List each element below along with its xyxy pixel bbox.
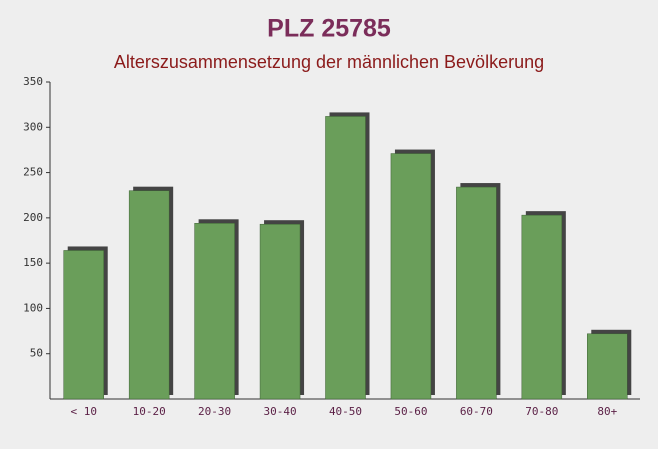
x-tick-label: 10-20: [133, 405, 166, 418]
bar: [587, 333, 628, 400]
x-tick-label: 40-50: [329, 405, 362, 418]
x-tick-label: 60-70: [460, 405, 493, 418]
bar: [128, 190, 170, 400]
x-tick-label: 30-40: [263, 405, 296, 418]
chart-subtitle: Alterszusammensetzung der männlichen Bev…: [114, 52, 544, 72]
x-tick-label: < 10: [70, 405, 97, 418]
x-tick-label: 20-30: [198, 405, 231, 418]
bar: [456, 186, 497, 400]
bar: [194, 223, 235, 400]
bar: [521, 214, 563, 400]
y-tick-label: 350: [23, 75, 43, 88]
y-tick-label: 200: [23, 211, 43, 224]
bar: [63, 250, 104, 400]
chart-title: PLZ 25785: [267, 15, 391, 43]
x-tick-label: 70-80: [525, 405, 558, 418]
y-tick-label: 300: [23, 120, 43, 133]
bar: [390, 153, 432, 400]
x-tick-label: 50-60: [394, 405, 427, 418]
y-tick-label: 50: [30, 347, 43, 360]
bar: [259, 223, 301, 400]
y-tick-label: 100: [23, 301, 43, 314]
y-tick-label: 150: [23, 256, 43, 269]
y-tick-label: 250: [23, 166, 43, 179]
bar: [325, 116, 366, 400]
x-tick-label: 80+: [597, 405, 617, 418]
